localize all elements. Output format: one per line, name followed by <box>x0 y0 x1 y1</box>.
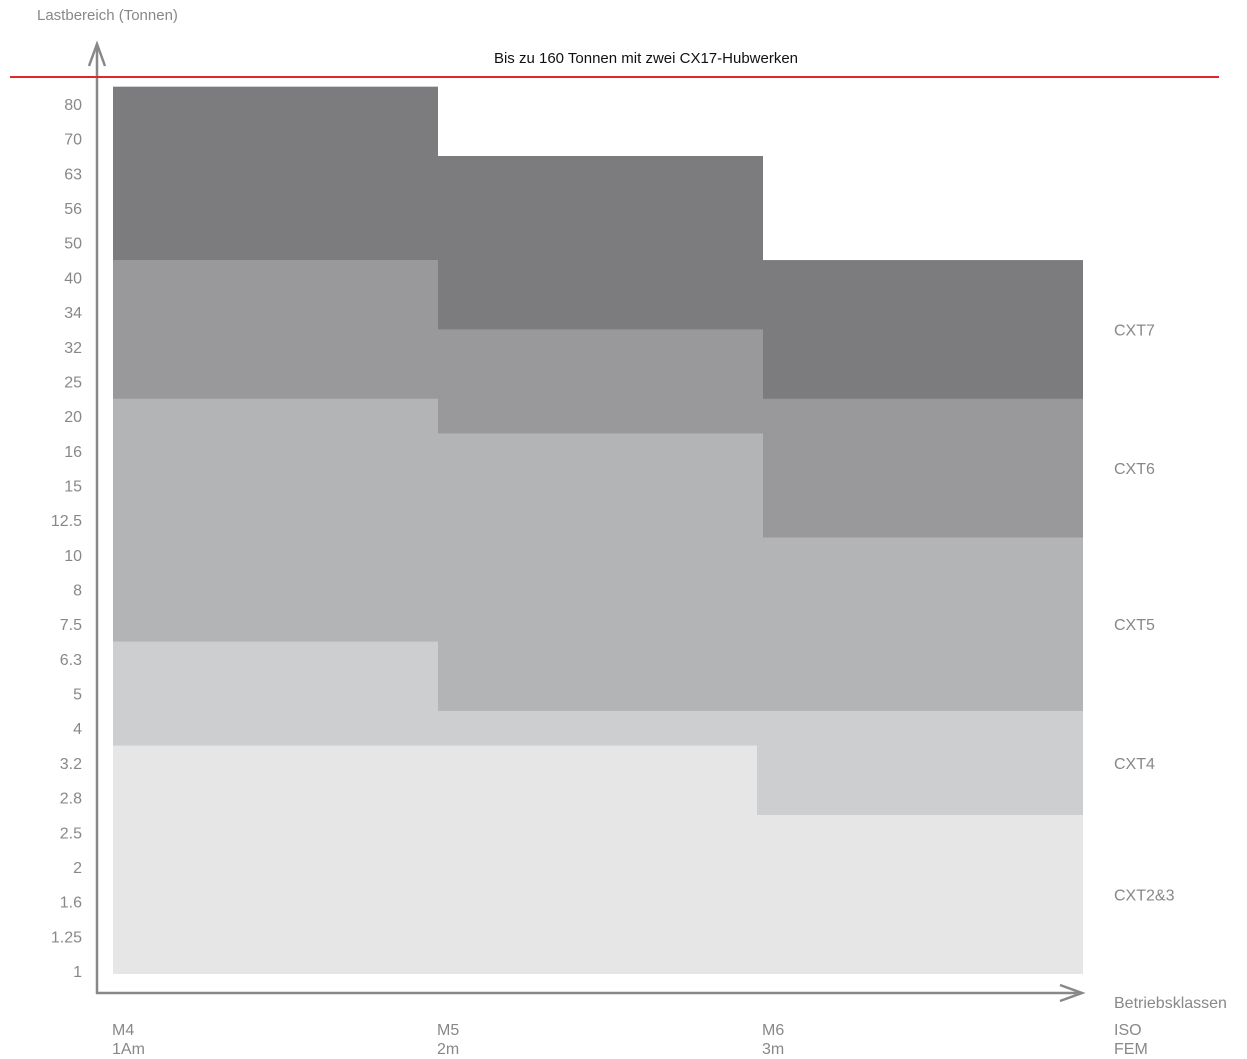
y-axis-arrow-icon <box>87 40 107 67</box>
x-axis-title: Betriebsklassen <box>1114 995 1227 1012</box>
y-tick-label: 2.8 <box>60 791 82 808</box>
x-tick-label-iso: M6 <box>762 1022 784 1039</box>
area-segment-cxt2-3-2 <box>757 814 1083 974</box>
axes-layer <box>10 40 1219 1003</box>
y-tick-label: 10 <box>64 548 82 565</box>
y-tick-label: 40 <box>64 270 82 287</box>
series-label: CXT6 <box>1114 461 1155 478</box>
y-tick-label: 12.5 <box>51 513 82 530</box>
area-segment-cxt2-3-1 <box>438 745 757 974</box>
y-tick-label: 3.2 <box>60 756 82 773</box>
x-axis-arrow-icon <box>1059 983 1086 1003</box>
y-tick-label: 1 <box>73 964 82 981</box>
area-segment-cxt2-3-0 <box>113 745 438 974</box>
iso-row-label: ISO <box>1114 1022 1142 1039</box>
y-tick-label: 70 <box>64 132 82 149</box>
y-tick-label: 34 <box>64 305 82 322</box>
reference-line-label: Bis zu 160 Tonnen mit zwei CX17-Hubwerke… <box>494 50 798 67</box>
y-tick-label: 15 <box>64 478 82 495</box>
y-tick-label: 8 <box>73 583 82 600</box>
y-tick-label: 2 <box>73 860 82 877</box>
series-label: CXT5 <box>1114 617 1155 634</box>
area-layer <box>113 86 1083 975</box>
x-tick-label-iso: M5 <box>437 1022 459 1039</box>
y-tick-label: 50 <box>64 236 82 253</box>
series-label: CXT4 <box>1114 756 1155 773</box>
y-tick-label: 4 <box>73 721 82 738</box>
y-tick-label: 6.3 <box>60 652 82 669</box>
y-tick-labels: 80706356504034322520161512.51087.56.3543… <box>51 97 82 981</box>
y-tick-label: 80 <box>64 97 82 114</box>
x-tick-label-iso: M4 <box>112 1022 134 1039</box>
y-tick-label: 2.5 <box>60 825 82 842</box>
x-tick-label-fem: 2m <box>437 1041 459 1058</box>
y-tick-label: 20 <box>64 409 82 426</box>
series-labels: CXT2&3 CXT4 CXT5 CXT6 CXT7 <box>1114 322 1175 904</box>
fem-row-label: FEM <box>1114 1041 1148 1058</box>
x-tick-label-fem: 1Am <box>112 1041 145 1058</box>
series-label: CXT2&3 <box>1114 887 1175 904</box>
y-tick-label: 1.6 <box>60 895 82 912</box>
y-tick-label: 25 <box>64 374 82 391</box>
y-axis-title: Lastbereich (Tonnen) <box>37 7 178 24</box>
y-tick-label: 63 <box>64 166 82 183</box>
x-tick-labels: M4 1Am M5 2m M6 3m <box>112 1022 784 1058</box>
y-tick-label: 32 <box>64 340 82 357</box>
y-tick-label: 56 <box>64 201 82 218</box>
series-label: CXT7 <box>1114 322 1155 339</box>
y-tick-label: 5 <box>73 687 82 704</box>
x-tick-label-fem: 3m <box>762 1041 784 1058</box>
y-tick-label: 16 <box>64 444 82 461</box>
y-tick-label: 1.25 <box>51 929 82 946</box>
y-tick-label: 7.5 <box>60 617 82 634</box>
